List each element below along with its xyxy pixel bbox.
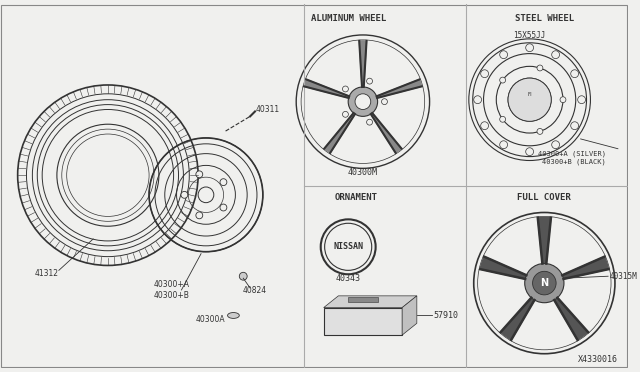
Circle shape (348, 87, 378, 116)
Circle shape (220, 179, 227, 186)
Circle shape (342, 111, 348, 117)
Circle shape (571, 70, 579, 78)
Circle shape (481, 122, 488, 129)
Circle shape (181, 192, 188, 198)
Text: 41312: 41312 (35, 269, 59, 278)
Text: 40300A: 40300A (196, 315, 226, 324)
Polygon shape (324, 113, 355, 153)
Polygon shape (500, 298, 534, 340)
Circle shape (481, 70, 488, 78)
Circle shape (532, 271, 556, 295)
Polygon shape (480, 257, 526, 279)
Text: FI: FI (527, 92, 532, 97)
Text: 40300+A (SILVER): 40300+A (SILVER) (538, 151, 606, 157)
Polygon shape (563, 257, 609, 279)
Circle shape (537, 65, 543, 71)
Text: ALUMINUM WHEEL: ALUMINUM WHEEL (310, 14, 386, 23)
Bar (324, 308, 402, 335)
Text: 40300+A
40300+B: 40300+A 40300+B (154, 280, 189, 300)
Circle shape (474, 96, 481, 104)
Circle shape (525, 148, 534, 155)
Ellipse shape (228, 312, 239, 318)
Circle shape (367, 119, 372, 125)
Circle shape (220, 204, 227, 211)
Polygon shape (371, 113, 401, 153)
Text: 40300+B (BLACK): 40300+B (BLACK) (542, 158, 606, 165)
Text: FULL COVER: FULL COVER (518, 193, 572, 202)
Text: 15X55JJ: 15X55JJ (513, 31, 546, 40)
Circle shape (525, 44, 534, 52)
Text: 40300M: 40300M (348, 168, 378, 177)
Polygon shape (359, 41, 367, 87)
Text: 40311: 40311 (256, 105, 280, 114)
Polygon shape (402, 296, 417, 335)
Text: X4330016: X4330016 (578, 355, 618, 363)
Text: ORNAMENT: ORNAMENT (335, 193, 378, 202)
Circle shape (571, 122, 579, 129)
Polygon shape (324, 296, 417, 308)
Circle shape (560, 97, 566, 103)
Text: 57910: 57910 (433, 311, 458, 320)
Circle shape (196, 212, 203, 219)
Circle shape (342, 86, 348, 92)
Circle shape (367, 78, 372, 84)
Bar (348, 297, 378, 302)
Circle shape (500, 51, 508, 59)
Text: 40315M: 40315M (610, 272, 638, 281)
Circle shape (552, 141, 559, 149)
Circle shape (239, 272, 247, 280)
Polygon shape (304, 80, 349, 98)
Polygon shape (554, 298, 588, 340)
Circle shape (508, 78, 551, 121)
Polygon shape (538, 217, 551, 264)
Circle shape (578, 96, 586, 104)
Text: 40343: 40343 (336, 274, 361, 283)
Circle shape (525, 263, 564, 303)
Circle shape (57, 124, 159, 226)
Text: NISSAN: NISSAN (333, 242, 363, 251)
Polygon shape (376, 80, 422, 98)
Circle shape (500, 141, 508, 149)
Text: 40824: 40824 (243, 286, 267, 295)
Text: STEEL WHEEL: STEEL WHEEL (515, 14, 574, 23)
Circle shape (381, 99, 387, 105)
Circle shape (355, 94, 371, 109)
Circle shape (552, 51, 559, 59)
Circle shape (500, 116, 506, 122)
Text: N: N (540, 278, 548, 288)
Circle shape (196, 171, 203, 178)
Circle shape (500, 77, 506, 83)
Circle shape (537, 128, 543, 134)
